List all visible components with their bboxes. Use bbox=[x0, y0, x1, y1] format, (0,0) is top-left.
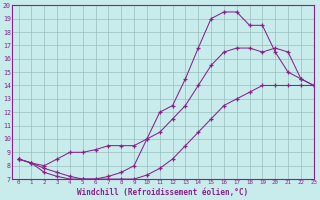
X-axis label: Windchill (Refroidissement éolien,°C): Windchill (Refroidissement éolien,°C) bbox=[77, 188, 249, 197]
